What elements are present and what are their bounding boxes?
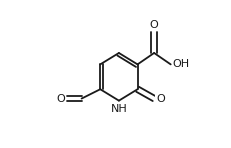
Text: O: O [155,94,164,104]
Text: OH: OH [172,59,189,69]
Text: NH: NH [110,104,127,114]
Text: O: O [56,94,65,104]
Text: O: O [149,20,158,30]
